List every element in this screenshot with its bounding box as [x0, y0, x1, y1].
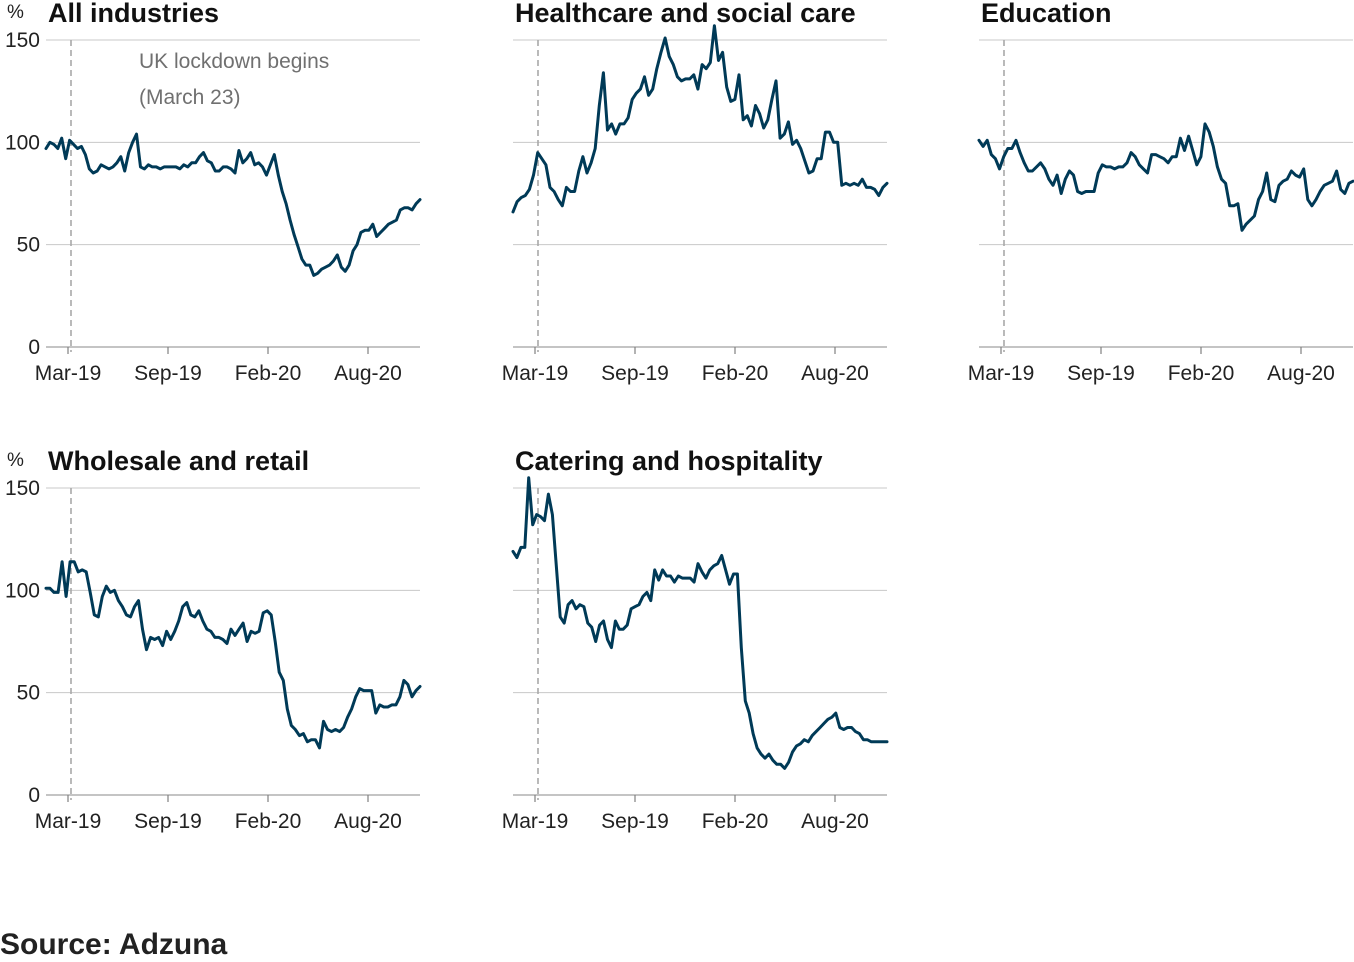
series-line [44, 560, 422, 750]
x-tick-label: Mar-19 [968, 362, 1035, 385]
y-tick-label: 150 [5, 29, 40, 52]
x-tick-label: Sep-19 [1067, 362, 1135, 385]
unit-label: % [7, 450, 24, 471]
panel-4: Wholesale and retail% 0 50 100 150 Mar-19 Sep-… [5, 446, 422, 833]
x-tick-label: Aug-20 [801, 810, 869, 833]
x-tick-label: Mar-19 [35, 810, 102, 833]
y-tick-label: 150 [5, 477, 40, 500]
panel-title: Education [981, 0, 1112, 28]
x-tick-label: Sep-19 [134, 810, 202, 833]
panel-3: Education Mar-19 Sep-19 Feb-20 Aug-20 [968, 0, 1354, 385]
x-tick-label: Aug-20 [801, 362, 869, 385]
x-tick-label: Mar-19 [502, 362, 569, 385]
x-tick-label: Feb-20 [1168, 362, 1235, 385]
y-tick-label: 0 [28, 784, 40, 807]
series-line [977, 122, 1354, 232]
series-line [511, 476, 889, 770]
panel-title: Wholesale and retail [48, 446, 309, 476]
x-tick-label: Feb-20 [235, 362, 302, 385]
x-tick-label: Feb-20 [702, 810, 769, 833]
y-tick-label: 100 [5, 131, 40, 154]
series-line [44, 132, 422, 277]
panel-title: Catering and hospitality [515, 446, 823, 476]
panel-2: Healthcare and social care Mar-19 Sep-19 Fe… [502, 0, 889, 385]
x-tick-label: Mar-19 [35, 362, 102, 385]
y-tick-label: 100 [5, 579, 40, 602]
y-tick-label: 0 [28, 336, 40, 359]
series-line [511, 24, 889, 214]
x-tick-label: Aug-20 [334, 810, 402, 833]
x-tick-label: Sep-19 [601, 810, 669, 833]
y-tick-label: 50 [17, 234, 40, 257]
y-tick-label: 50 [17, 682, 40, 705]
panel-1: All industries% 0 50 100 150 Mar-19 Sep-19 Feb-… [5, 0, 422, 385]
x-tick-label: Aug-20 [1267, 362, 1335, 385]
x-tick-label: Sep-19 [134, 362, 202, 385]
annotation-text: (March 23) [139, 86, 241, 109]
unit-label: % [7, 2, 24, 23]
panel-5: Catering and hospitality Mar-19 Sep-19 Feb-… [502, 446, 889, 833]
panel-title: Healthcare and social care [515, 0, 856, 28]
x-tick-label: Feb-20 [702, 362, 769, 385]
x-tick-label: Sep-19 [601, 362, 669, 385]
panel-title: All industries [48, 0, 219, 28]
x-tick-label: Feb-20 [235, 810, 302, 833]
annotation-text: UK lockdown begins [139, 50, 329, 73]
x-tick-label: Aug-20 [334, 362, 402, 385]
source-note: Source: Adzuna [0, 928, 228, 961]
x-tick-label: Mar-19 [502, 810, 569, 833]
